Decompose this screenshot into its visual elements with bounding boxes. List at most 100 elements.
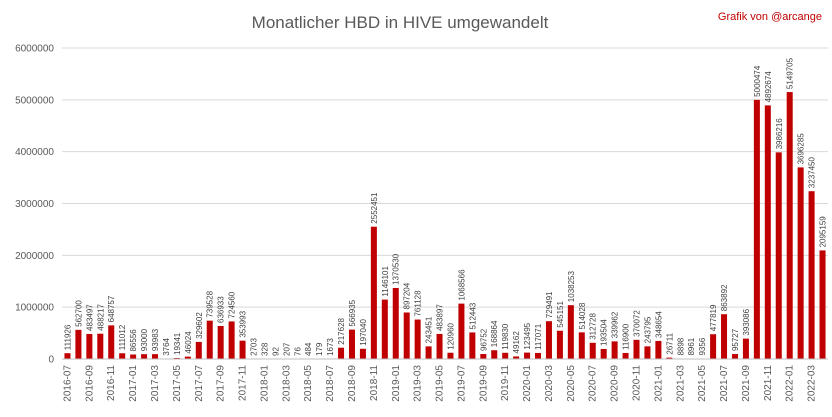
- data-label: 243795: [643, 316, 652, 343]
- x-tick-label: 2020-09: [610, 365, 621, 402]
- data-label: 328: [260, 342, 269, 356]
- data-label: 393086: [742, 308, 751, 335]
- bar: [130, 354, 137, 359]
- data-label: 93983: [151, 328, 160, 351]
- bar: [786, 92, 793, 360]
- x-tick-label: 2020-03: [544, 365, 555, 402]
- data-label: 1370530: [392, 253, 401, 285]
- data-label: 86556: [129, 329, 138, 352]
- data-label: 724560: [228, 291, 237, 318]
- x-tick-label: 2017-01: [128, 365, 139, 402]
- y-axis-ticks: 0 1000000 2000000 3000000 4000000 5000000 6000…: [15, 44, 54, 366]
- data-label: 2703: [250, 338, 259, 356]
- data-label: 1068566: [457, 269, 466, 301]
- bar: [348, 329, 355, 359]
- bar: [567, 305, 574, 359]
- bar: [589, 342, 596, 359]
- data-label: 566935: [348, 299, 357, 326]
- data-label: 483497: [85, 304, 94, 331]
- data-label: 477819: [709, 304, 718, 331]
- bar: [338, 347, 345, 359]
- data-label: 3696285: [797, 133, 806, 165]
- bar: [742, 338, 749, 359]
- x-tick-label: 2020-05: [566, 365, 577, 402]
- bar: [611, 341, 618, 359]
- bar: [797, 167, 804, 359]
- bar: [447, 352, 454, 359]
- data-label: 19341: [173, 332, 182, 355]
- x-tick-label: 2021-09: [741, 365, 752, 402]
- bar: [403, 312, 410, 359]
- bar: [524, 352, 531, 359]
- x-tick-label: 2019-09: [478, 365, 489, 402]
- data-label: 484: [304, 342, 313, 356]
- bar: [392, 287, 399, 359]
- data-label: 116900: [622, 323, 631, 350]
- data-label: 5149705: [786, 57, 795, 89]
- data-label: 96752: [479, 328, 488, 351]
- bar: [97, 333, 104, 359]
- bar: [370, 226, 377, 359]
- data-label: 93000: [140, 328, 149, 351]
- gridlines: [62, 47, 828, 308]
- x-axis-ticks: 2016-07 2016-09 2016-11 2017-01 2017-03 2017-…: [62, 365, 817, 402]
- bar: [359, 348, 366, 359]
- bar: [458, 303, 465, 359]
- bar: [119, 353, 126, 359]
- bar: [819, 250, 826, 359]
- chart-credit: Grafik von @arcange: [718, 11, 822, 23]
- bar: [425, 346, 432, 359]
- bar: [578, 332, 585, 359]
- x-tick-label: 2020-11: [632, 365, 643, 401]
- x-tick-label: 2021-05: [697, 365, 708, 402]
- bar: [64, 353, 71, 359]
- bar: [644, 346, 651, 359]
- x-tick-label: 2017-11: [238, 365, 249, 401]
- data-label: 3986216: [775, 118, 784, 150]
- x-tick-label: 2018-11: [369, 365, 380, 401]
- x-tick-label: 2016-11: [106, 365, 117, 401]
- x-tick-label: 2020-07: [588, 365, 599, 402]
- data-label: 26711: [665, 332, 674, 354]
- x-tick-label: 2018-07: [325, 365, 336, 402]
- chart-title: Monatlicher HBD in HIVE umgewandelt: [252, 13, 549, 32]
- data-label: 9356: [698, 337, 707, 355]
- bar: [217, 325, 224, 359]
- bar: [86, 333, 93, 359]
- bar: [108, 325, 115, 359]
- y-tick-label: 4000000: [15, 147, 54, 158]
- data-label: 49162: [512, 331, 521, 354]
- bar: [655, 340, 662, 359]
- bar: [666, 357, 673, 359]
- data-label: 329602: [195, 312, 204, 339]
- x-tick-label: 2018-09: [347, 365, 358, 402]
- bar: [469, 332, 476, 359]
- x-tick-label: 2018-05: [303, 365, 314, 402]
- data-label: 897204: [403, 282, 412, 309]
- data-label: 217628: [337, 317, 346, 344]
- data-label: 2095159: [819, 216, 828, 248]
- data-label: 123495: [523, 322, 532, 349]
- bar: [731, 354, 738, 359]
- x-tick-label: 2019-05: [435, 365, 446, 402]
- data-label: 111012: [118, 324, 127, 350]
- bar: [480, 353, 487, 359]
- bars: [64, 92, 826, 360]
- bar: [436, 333, 443, 359]
- x-tick-label: 2017-07: [194, 365, 205, 402]
- data-label: 8898: [676, 337, 685, 355]
- data-label: 179: [315, 342, 324, 356]
- data-label: 562700: [74, 300, 83, 327]
- x-tick-label: 2017-05: [172, 365, 183, 402]
- data-label: 117071: [534, 323, 543, 350]
- data-label: 339962: [611, 311, 620, 338]
- x-tick-label: 2017-03: [150, 365, 161, 402]
- data-label: 46024: [184, 331, 193, 354]
- data-label: 3764: [162, 337, 171, 355]
- y-tick-label: 3000000: [15, 199, 54, 210]
- bar: [622, 352, 629, 359]
- data-label: 76: [293, 347, 302, 356]
- x-tick-label: 2019-07: [456, 365, 467, 402]
